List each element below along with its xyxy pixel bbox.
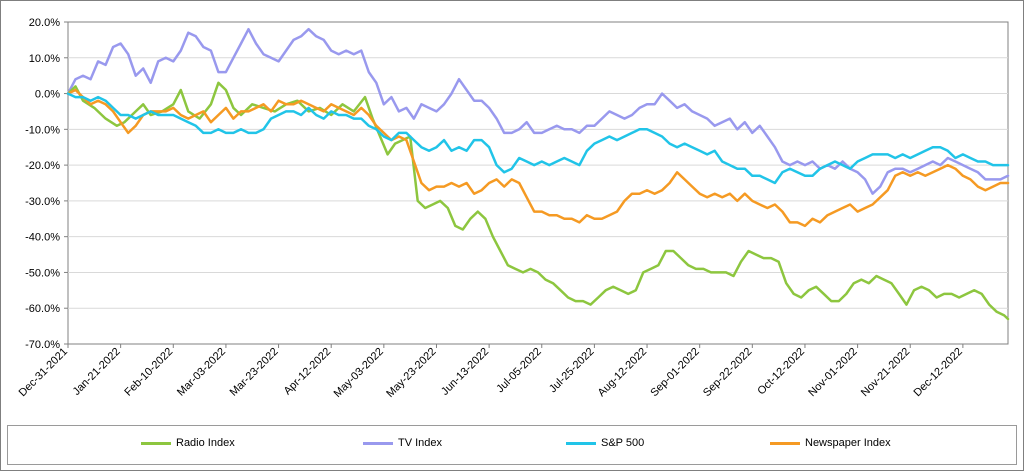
x-tick-label: Mar-03-2022 — [175, 346, 228, 399]
series-lines — [66, 27, 1010, 321]
y-tick-label: 20.0% — [29, 17, 60, 29]
legend-item-tv: TV Index — [363, 437, 442, 449]
x-tick-label: May-23-2022 — [384, 346, 438, 400]
legend-swatch-radio — [141, 441, 171, 445]
y-tick-label: -40.0% — [25, 232, 60, 244]
x-tick-label: Jun-13-2022 — [439, 346, 491, 398]
series-line-tv-index — [66, 27, 1010, 195]
gridlines — [68, 57, 1008, 309]
x-tick-label: Mar-23-2022 — [228, 346, 281, 399]
y-tick-label: -60.0% — [25, 303, 60, 315]
y-tick-label: -20.0% — [25, 160, 60, 172]
x-tick-label: Jul-25-2022 — [547, 346, 597, 396]
legend-swatch-newspaper — [770, 441, 800, 445]
legend: Radio Index TV Index S&P 500 Newspaper I… — [7, 425, 1017, 465]
x-tick-label: Dec-31-2021 — [17, 346, 70, 399]
legend-label-newspaper: Newspaper Index — [805, 437, 891, 449]
x-tick-label: Oct-12-2022 — [755, 346, 807, 398]
y-tick-label: -10.0% — [25, 124, 60, 136]
legend-item-radio: Radio Index — [141, 437, 235, 449]
x-tick-label: May-03-2022 — [332, 346, 386, 400]
y-tick-label: 10.0% — [29, 53, 60, 65]
legend-label-sp500: S&P 500 — [601, 437, 645, 449]
legend-item-sp500: S&P 500 — [566, 437, 644, 449]
legend-label-tv: TV Index — [398, 437, 443, 449]
plot-area — [67, 21, 1009, 345]
x-tick-label: Sep-01-2022 — [648, 346, 701, 399]
legend-label-radio: Radio Index — [176, 437, 235, 449]
legend-item-newspaper: Newspaper Index — [770, 437, 891, 449]
x-tick-label: Sep-22-2022 — [701, 346, 754, 399]
x-tick-label: Nov-01-2022 — [806, 346, 859, 399]
y-tick-label: -30.0% — [25, 196, 60, 208]
y-tick-label: 0.0% — [35, 89, 60, 101]
x-tick-label: Jan-21-2022 — [71, 346, 123, 398]
x-tick-label: Apr-12-2022 — [282, 346, 334, 398]
legend-swatch-sp500 — [566, 441, 596, 445]
y-axis-ticks: 20.0% 10.0% 0.0% -10.0% -20.0% -30.0% -40.0% -5… — [25, 17, 68, 351]
series-line-s-p-500 — [66, 92, 1010, 185]
series-line-newspaper-index — [66, 88, 1010, 228]
legend-swatch-tv — [363, 441, 393, 445]
x-tick-label: Feb-10-2022 — [122, 346, 175, 399]
x-tick-label: Jul-05-2022 — [494, 346, 544, 396]
x-tick-label: Nov-21-2022 — [859, 346, 912, 399]
x-axis-ticks: Dec-31-2021 Jan-21-2022 Feb-10-2022 Mar-03-… — [17, 344, 965, 400]
x-tick-label: Dec-12-2022 — [912, 346, 965, 399]
x-tick-label: Aug-12-2022 — [596, 346, 649, 399]
y-tick-label: -50.0% — [25, 267, 60, 279]
y-tick-label: -70.0% — [25, 339, 60, 351]
